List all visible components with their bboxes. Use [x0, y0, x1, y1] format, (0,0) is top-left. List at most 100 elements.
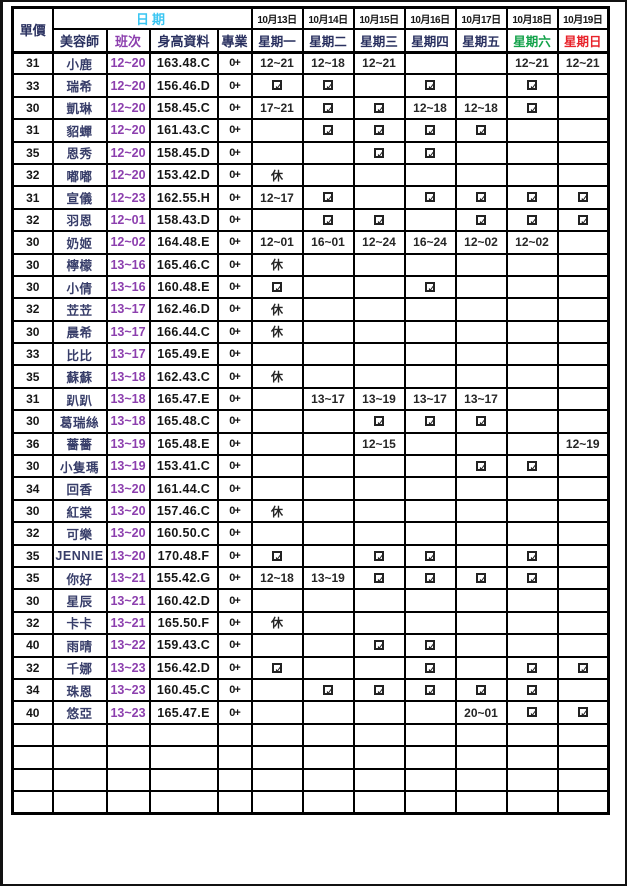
- empty-cell: [216, 722, 253, 748]
- schedule-cell: [301, 521, 355, 546]
- schedule-cell: ✓: [403, 409, 457, 434]
- price-cell: 30: [11, 274, 54, 300]
- checked-checkbox-icon: ✓: [527, 460, 540, 475]
- checked-checkbox-icon: ✓: [425, 280, 438, 295]
- profile-cell: 158.45.C: [148, 95, 219, 121]
- price-cell: 40: [11, 700, 54, 725]
- schedule-cell: [403, 252, 457, 277]
- profile-cell: 170.48.F: [148, 543, 219, 569]
- shift-cell: 13~18: [105, 386, 151, 412]
- schedule-cell: 12~02: [505, 230, 559, 255]
- table-row: 34 珠恩 13~23 160.45.C 0+ ✓ ✓ ✓ ✓ ✓: [11, 677, 610, 703]
- checked-checkbox-icon: ✓: [374, 572, 387, 586]
- shift-cell: 13~19: [105, 431, 151, 457]
- schedule-cell: [352, 274, 406, 300]
- spec-cell: 0+: [216, 162, 253, 188]
- shift-cell: 13~19: [105, 454, 151, 479]
- schedule-cell: [352, 319, 406, 345]
- beautician-name: 晨希: [51, 319, 108, 345]
- beautician-name: 貂蟬: [51, 118, 108, 143]
- table-row: 35 恩秀 12~20 158.45.D 0+ ✓ ✓: [11, 140, 610, 165]
- empty-cell: [148, 789, 219, 815]
- schedule-cell: [454, 297, 508, 322]
- price-cell: 31: [11, 185, 54, 210]
- price-cell: 34: [11, 677, 54, 703]
- profile-cell: 158.43.D: [148, 207, 219, 233]
- schedule-cell: [556, 610, 610, 636]
- schedule-cell: 12~15: [352, 431, 406, 457]
- checked-checkbox-icon: ✓: [527, 79, 540, 94]
- schedule-cell: [352, 185, 406, 210]
- schedule-cell: [250, 677, 304, 703]
- schedule-cell: ✓: [556, 700, 610, 725]
- schedule-cell: ✓: [301, 677, 355, 703]
- beautician-name: 瑞希: [51, 73, 108, 98]
- checked-checkbox-icon: ✓: [476, 683, 489, 698]
- profile-cell: 158.45.D: [148, 140, 219, 165]
- empty-cell: [148, 722, 219, 748]
- empty-cell: [556, 767, 610, 792]
- table-row: 32 可樂 13~20 160.50.C 0+: [11, 521, 610, 546]
- table-row: 40 悠亞 13~23 165.47.E 0+ 20~01 ✓ ✓: [11, 700, 610, 725]
- empty-cell: [301, 789, 355, 815]
- checked-checkbox-icon: ✓: [577, 213, 590, 228]
- table-row: 30 葛瑞絲 13~18 165.48.C 0+ ✓ ✓ ✓: [11, 409, 610, 434]
- checked-checkbox-icon: ✓: [425, 683, 438, 698]
- schedule-cell: [301, 342, 355, 367]
- schedule-cell: [301, 498, 355, 524]
- checked-checkbox-icon: ✓: [323, 124, 336, 139]
- price-cell: 35: [11, 140, 54, 165]
- shift-cell: 13~18: [105, 364, 151, 389]
- checked-checkbox-icon: ✓: [323, 191, 336, 206]
- checked-checkbox-icon: ✓: [374, 683, 387, 698]
- schedule-cell: [556, 498, 610, 524]
- beautician-name: 你好: [51, 565, 108, 591]
- schedule-cell: ✓: [352, 565, 406, 591]
- schedule-cell: ✓: [352, 207, 406, 233]
- checked-checkbox-icon: ✓: [476, 415, 489, 430]
- schedule-cell: [352, 73, 406, 98]
- table-row: 30 小倩 13~16 160.48.E 0+ ✓ ✓: [11, 274, 610, 300]
- spec-cell: 0+: [216, 207, 253, 233]
- profile-cell: 165.47.E: [148, 386, 219, 412]
- schedule-cell: [454, 274, 508, 300]
- shift-cell: 13~20: [105, 521, 151, 546]
- profile-cell: 162.43.C: [148, 364, 219, 389]
- spec-cell: 0+: [216, 610, 253, 636]
- profile-cell: 165.50.F: [148, 610, 219, 636]
- checked-checkbox-icon: ✓: [425, 146, 438, 161]
- date-header: 10月13日: [250, 6, 304, 30]
- spec-cell: 0+: [216, 431, 253, 457]
- checked-checkbox-icon: ✓: [374, 213, 387, 228]
- empty-cell: [556, 745, 610, 770]
- schedule-cell: ✓: [301, 95, 355, 121]
- schedule-cell: [505, 633, 559, 658]
- shift-cell: 13~16: [105, 252, 151, 277]
- empty-cell: [216, 767, 253, 792]
- checked-checkbox-icon: ✓: [476, 460, 489, 475]
- spec-cell: 0+: [216, 633, 253, 658]
- schedule-cell: [454, 655, 508, 680]
- schedule-cell: [403, 297, 457, 322]
- price-cell: 30: [11, 95, 54, 121]
- schedule-cell: [556, 364, 610, 389]
- table-row: 31 宣儀 12~23 162.55.H 0+ 12~17 ✓ ✓ ✓ ✓ ✓: [11, 185, 610, 210]
- schedule-cell: [505, 386, 559, 412]
- checked-checkbox-icon: ✓: [272, 549, 285, 564]
- header-row-dates: 單價 日期 10月13日 10月14日 10月15日 10月16日 10月17日 10月1…: [11, 6, 610, 53]
- schedule-cell: [556, 230, 610, 255]
- profile-cell: 163.48.C: [148, 50, 219, 76]
- table-row: 34 回香 13~20 161.44.C 0+: [11, 476, 610, 501]
- checked-checkbox-icon: ✓: [425, 661, 438, 676]
- profile-cell: 160.45.C: [148, 677, 219, 703]
- spec-cell: 0+: [216, 252, 253, 277]
- beautician-name: 卡卡: [51, 610, 108, 636]
- beautician-name: 可樂: [51, 521, 108, 546]
- schedule-cell: [250, 431, 304, 457]
- checked-checkbox-icon: ✓: [527, 549, 540, 564]
- schedule-cell: [556, 118, 610, 143]
- price-column-header: 單價: [11, 6, 54, 53]
- empty-cell: [403, 767, 457, 792]
- spec-cell: 0+: [216, 386, 253, 412]
- schedule-cell: [301, 274, 355, 300]
